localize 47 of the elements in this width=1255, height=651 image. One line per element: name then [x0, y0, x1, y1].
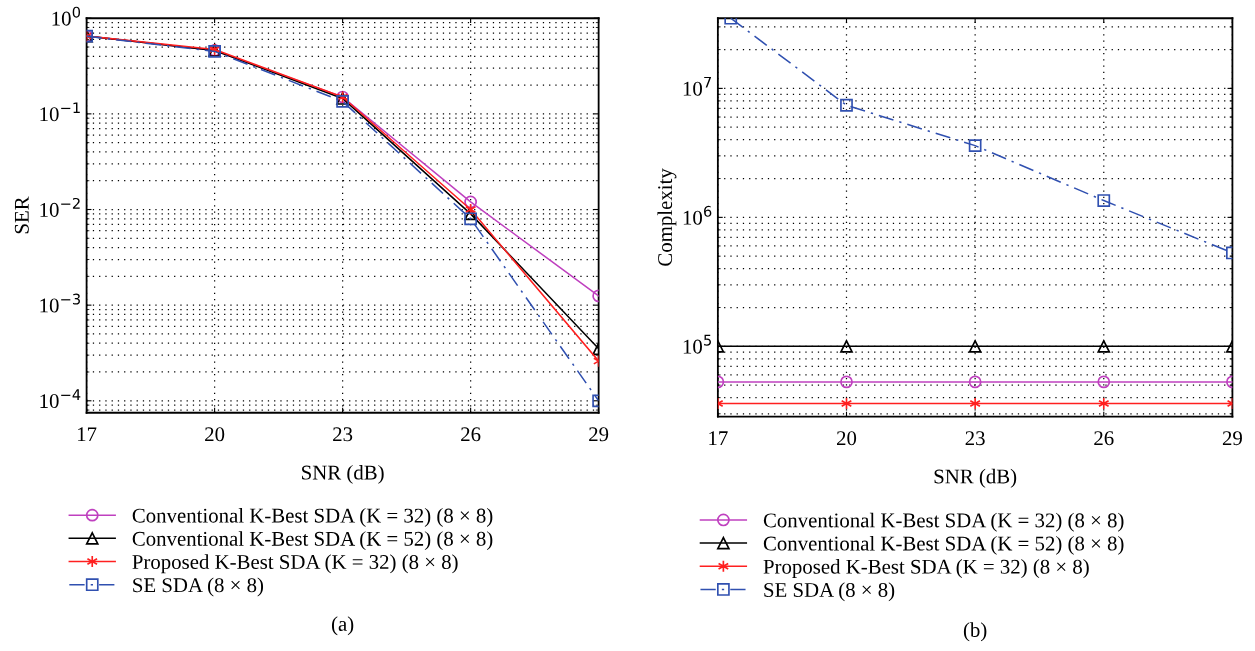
text: (a) — [331, 616, 354, 636]
x-tick-label: 17 — [78, 427, 97, 442]
point — [969, 397, 981, 410]
legend-label: Conventional K-Best SDA (K = 32) (8 × 8) — [763, 512, 1124, 532]
point — [968, 339, 982, 353]
y-tick-label: 10$^{−1}$ — [40, 102, 80, 122]
x-tick-label: 29 — [1222, 431, 1242, 446]
point — [464, 212, 478, 226]
y-tick-label: 10$^{7}$ — [683, 76, 712, 96]
x-tick-label: 26 — [461, 427, 481, 442]
legend-label: SE SDA (8 × 8) — [133, 577, 264, 597]
legend-label: Conventional K-Best SDA (K = 32) (8 × 8) — [132, 507, 493, 527]
y-tick-label: 10$^{−4}$ — [40, 389, 81, 409]
legend-label: SE SDA (8 × 8) — [764, 582, 895, 602]
point — [840, 98, 853, 112]
point — [840, 339, 853, 353]
point — [840, 397, 853, 410]
point — [1097, 339, 1111, 353]
point — [1097, 375, 1111, 389]
y-tick-label: 10$^{5}$ — [683, 334, 711, 354]
y-axis-title: Complexity — [657, 168, 677, 266]
y-tick-label: 10$^{−3}$ — [40, 293, 80, 313]
point — [840, 375, 853, 389]
y-tick-label: 10$^{6}$ — [683, 205, 712, 225]
text: (b) — [963, 622, 987, 642]
point — [968, 375, 982, 389]
x-axis-title: SNR (dB) — [934, 468, 1017, 488]
point — [464, 195, 478, 209]
y-tick-label: 10$^{0}$ — [52, 6, 81, 26]
point — [1098, 397, 1110, 410]
point — [968, 139, 982, 153]
x-tick-label: 20 — [205, 427, 225, 442]
point — [1097, 194, 1111, 207]
legend-label: Conventional K-Best SDA (K = 52) (8 × 8) — [132, 531, 493, 551]
y-tick-label: 10$^{−2}$ — [40, 197, 80, 217]
y-axis-title: SER — [14, 196, 29, 234]
point — [464, 203, 477, 216]
legend-label: Conventional K-Best SDA (K = 52) (8 × 8) — [763, 535, 1124, 555]
legend-label: Proposed K-Best SDA (K = 32) (8 × 8) — [763, 559, 1089, 579]
x-tick-label: 17 — [709, 431, 728, 445]
x-tick-label: 23 — [333, 427, 353, 442]
x-tick-label: 20 — [837, 431, 857, 446]
x-axis-title: SNR (dB) — [302, 464, 384, 484]
x-tick-label: 23 — [965, 431, 985, 446]
x-tick-label: 26 — [1094, 431, 1114, 446]
legend-label: Proposed K-Best SDA (K = 32) (8 × 8) — [132, 554, 458, 574]
x-tick-label: 29 — [589, 427, 609, 442]
